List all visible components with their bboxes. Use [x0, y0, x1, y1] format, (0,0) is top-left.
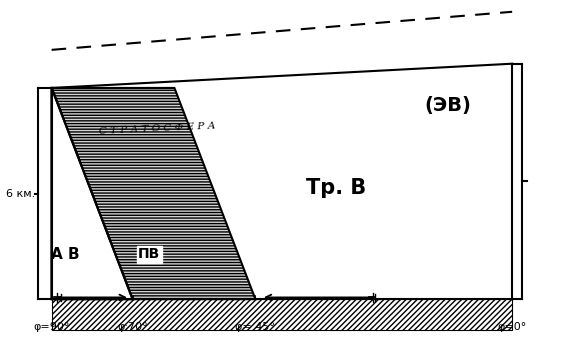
Text: ПВ: ПВ: [138, 247, 160, 261]
Text: 6 км.: 6 км.: [6, 188, 35, 199]
Text: С Т Р А Т О С Ф Е Р А: С Т Р А Т О С Ф Е Р А: [99, 121, 216, 136]
Text: φ:70°: φ:70°: [117, 322, 148, 332]
Text: φ=90°: φ=90°: [34, 322, 70, 332]
Polygon shape: [52, 88, 132, 299]
Text: φ=0°: φ=0°: [498, 322, 527, 332]
Text: А В: А В: [51, 247, 80, 262]
Text: (ЭВ): (ЭВ): [425, 96, 471, 115]
Polygon shape: [52, 88, 132, 299]
Polygon shape: [52, 88, 255, 299]
Text: Тр. В: Тр. В: [306, 178, 366, 198]
Text: φ= 45°: φ= 45°: [236, 322, 275, 332]
